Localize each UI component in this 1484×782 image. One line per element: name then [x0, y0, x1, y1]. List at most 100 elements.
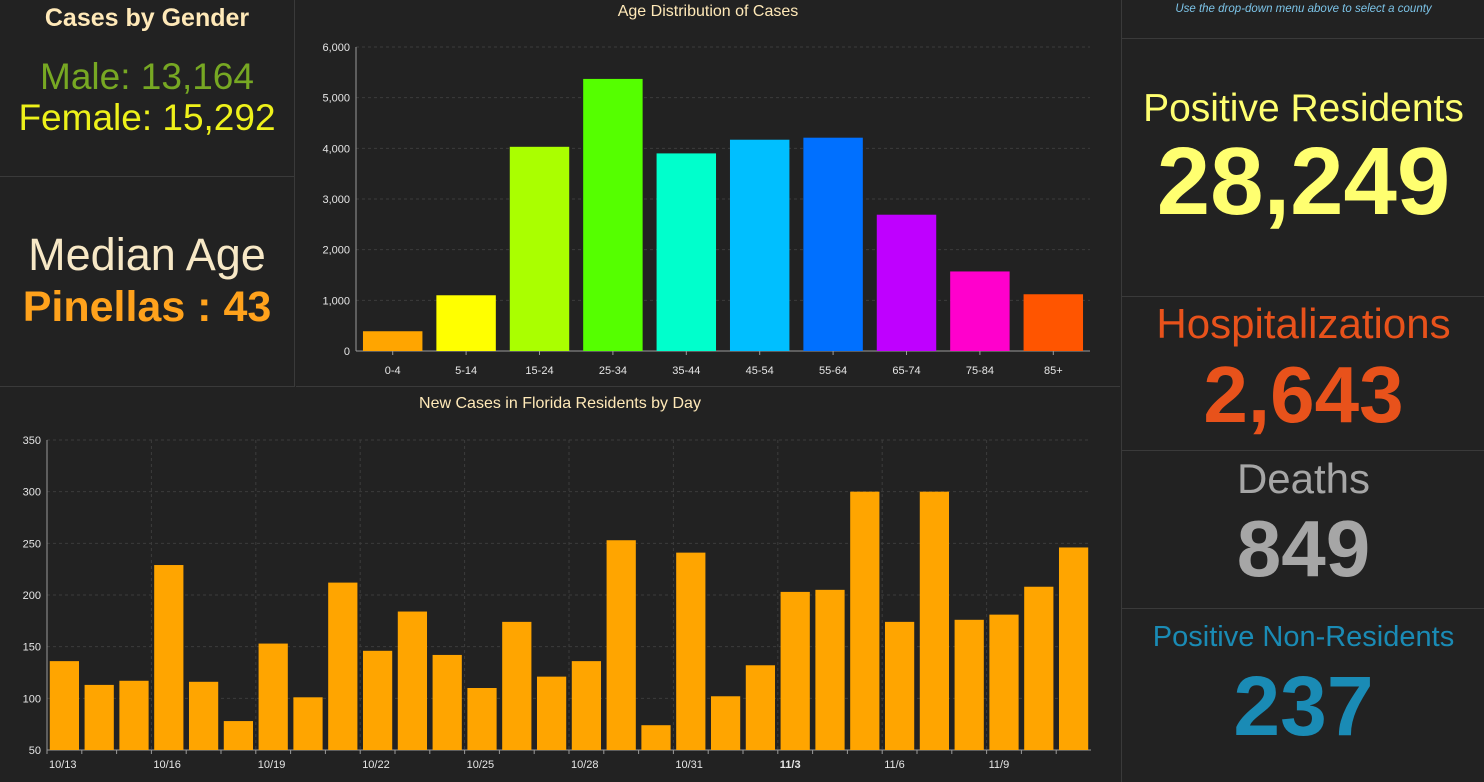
- bar[interactable]: [729, 139, 790, 351]
- y-tick-label: 4,000: [322, 143, 350, 155]
- female-count: Female: 15,292: [18, 97, 276, 138]
- y-tick-label: 300: [23, 487, 41, 499]
- bar[interactable]: [954, 619, 984, 750]
- bar[interactable]: [119, 680, 149, 750]
- positive-residents-value: 28,249: [1156, 128, 1451, 235]
- bar[interactable]: [606, 540, 636, 750]
- bar[interactable]: [583, 78, 643, 352]
- bar[interactable]: [49, 661, 80, 750]
- bar[interactable]: [989, 614, 1019, 750]
- y-tick-label: 200: [23, 590, 41, 602]
- x-tick-label: 10/28: [571, 759, 599, 771]
- bar[interactable]: [84, 684, 114, 750]
- bar[interactable]: [780, 591, 810, 750]
- bar[interactable]: [467, 688, 497, 750]
- divider: [1122, 38, 1484, 39]
- positive-residents-stat: Positive Residents 28,249: [1122, 86, 1484, 232]
- bar[interactable]: [850, 491, 880, 750]
- male-count: Male: 13,164: [40, 56, 254, 97]
- bar[interactable]: [258, 643, 288, 750]
- age-distribution-chart: Age Distribution of Cases 0 1,000 2,000 3,0…: [296, 0, 1120, 387]
- bar[interactable]: [884, 621, 915, 750]
- daily-chart-title: New Cases in Florida Residents by Day: [419, 395, 701, 412]
- y-tick-label: 150: [23, 642, 41, 654]
- bar[interactable]: [293, 697, 323, 750]
- stats-column: Use the drop-down menu above to select a…: [1121, 0, 1484, 782]
- median-age-label: Median Age: [28, 229, 266, 280]
- bar[interactable]: [432, 654, 462, 750]
- y-tick-label: 3,000: [322, 194, 350, 206]
- y-tick-label: 2,000: [322, 245, 350, 257]
- positive-non-residents-label: Positive Non-Residents: [1152, 621, 1455, 653]
- bar[interactable]: [641, 725, 671, 750]
- positive-non-residents-stat: Positive Non-Residents 237: [1122, 618, 1484, 756]
- bar[interactable]: [876, 214, 937, 351]
- bar[interactable]: [362, 650, 393, 750]
- bar[interactable]: [328, 582, 358, 750]
- bar[interactable]: [656, 153, 717, 351]
- bar[interactable]: [397, 611, 428, 750]
- x-tick-label: 11/3: [780, 759, 801, 771]
- age-chart-svg: 0 1,000 2,000 3,000 4,000 5,000 6,000 0-4 5-14 15…: [322, 42, 1090, 377]
- bar[interactable]: [1024, 586, 1054, 750]
- bar[interactable]: [710, 696, 741, 750]
- bar[interactable]: [362, 331, 423, 351]
- hospitalizations-stat: Hospitalizations 2,643: [1122, 300, 1484, 442]
- daily-cases-chart: New Cases in Florida Residents by Day 50…: [0, 388, 1120, 782]
- bar[interactable]: [1058, 547, 1089, 750]
- hospitalizations-label: Hospitalizations: [1156, 300, 1451, 347]
- x-tick-label: 25-34: [599, 365, 627, 377]
- x-tick-label: 11/6: [884, 759, 905, 771]
- x-tick-label: 65-74: [892, 365, 920, 377]
- x-tick-label: 75-84: [966, 365, 994, 377]
- divider: [1122, 608, 1484, 609]
- bar[interactable]: [745, 665, 776, 750]
- bar[interactable]: [571, 661, 602, 750]
- y-tick-label: 100: [23, 693, 41, 705]
- bar[interactable]: [815, 589, 845, 750]
- y-tick-label: 350: [23, 435, 41, 447]
- bar[interactable]: [154, 565, 184, 750]
- x-tick-label: 15-24: [525, 365, 553, 377]
- bar[interactable]: [509, 146, 570, 351]
- positive-non-residents-value: 237: [1233, 659, 1374, 753]
- y-tick-label: 50: [29, 745, 41, 757]
- median-age-value: Pinellas : 43: [22, 283, 272, 331]
- bar[interactable]: [676, 552, 706, 750]
- bar[interactable]: [1023, 294, 1084, 351]
- gender-panel: Cases by Gender Male: 13,164 Female: 15,…: [0, 0, 295, 177]
- bar[interactable]: [502, 621, 532, 750]
- x-tick-label: 85+: [1044, 365, 1063, 377]
- deaths-label: Deaths: [1236, 455, 1371, 502]
- divider: [1122, 450, 1484, 451]
- y-tick-label: 6,000: [322, 42, 350, 54]
- deaths-stat: Deaths 849: [1122, 455, 1484, 595]
- bar[interactable]: [919, 491, 950, 750]
- x-tick-label: 10/19: [258, 759, 286, 771]
- x-tick-label: 10/31: [675, 759, 703, 771]
- positive-residents-label: Positive Residents: [1143, 87, 1464, 130]
- bar[interactable]: [536, 676, 567, 750]
- daily-chart-svg: 50 100 150 200 250 300 350 10/13 10/16 10/19 10/22…: [23, 435, 1091, 771]
- bar[interactable]: [950, 271, 1010, 351]
- median-age-panel: Median Age Pinellas : 43: [0, 177, 295, 387]
- bar[interactable]: [223, 721, 254, 750]
- hospitalizations-value: 2,643: [1203, 350, 1404, 439]
- x-tick-label: 0-4: [385, 365, 401, 377]
- x-tick-label: 45-54: [746, 365, 774, 377]
- x-tick-label: 5-14: [455, 365, 477, 377]
- bar[interactable]: [803, 137, 863, 351]
- x-tick-label: 35-44: [672, 365, 700, 377]
- x-tick-label: 10/13: [49, 759, 77, 771]
- bar[interactable]: [188, 681, 219, 750]
- x-tick-label: 10/16: [153, 759, 181, 771]
- deaths-value: 849: [1236, 504, 1371, 593]
- x-tick-label: 11/9: [989, 759, 1010, 771]
- y-tick-label: 1,000: [322, 295, 350, 307]
- y-tick-label: 250: [23, 538, 41, 550]
- y-tick-label: 0: [344, 346, 350, 358]
- y-tick-label: 5,000: [322, 93, 350, 105]
- x-tick-label: 10/22: [362, 759, 390, 771]
- bar[interactable]: [436, 295, 496, 351]
- gender-title: Cases by Gender: [44, 4, 250, 32]
